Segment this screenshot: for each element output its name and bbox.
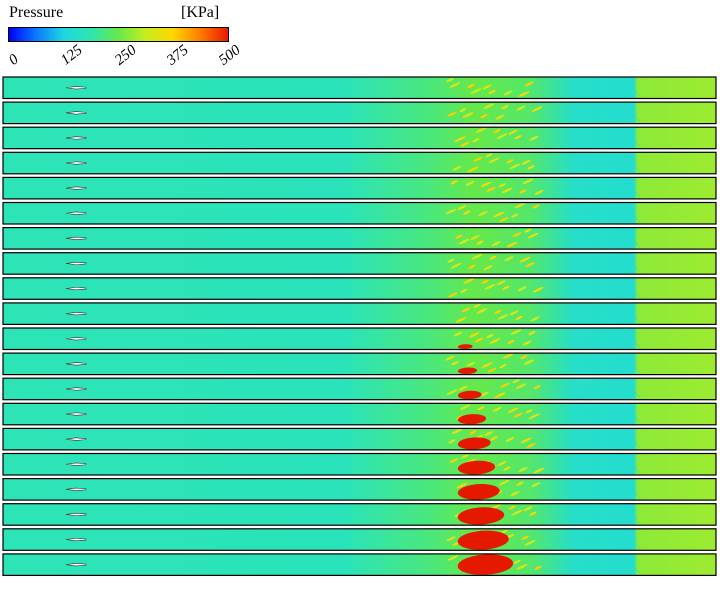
panel-border [2, 227, 717, 250]
contour-panel [2, 252, 717, 275]
contour-panel [2, 427, 717, 451]
injector-strut [65, 186, 87, 190]
injector-strut [65, 387, 87, 391]
panel-border [2, 101, 717, 125]
contour-panel [2, 402, 717, 426]
contour-panel [2, 478, 717, 501]
panel-border [2, 76, 717, 100]
colorbar-tick-375: 375 [164, 42, 192, 69]
contour-panel [2, 201, 717, 225]
injector-strut [65, 462, 87, 466]
high-pressure-region [457, 390, 482, 400]
panel-border [2, 528, 717, 551]
injector-strut [65, 337, 87, 341]
panel-border [2, 302, 717, 325]
contour-panel [2, 126, 717, 150]
colorbar [8, 27, 229, 42]
contour-panel [2, 528, 717, 551]
injector-strut [65, 211, 87, 215]
contour-panel [2, 76, 717, 100]
panel-border [2, 151, 717, 175]
panel-border [2, 452, 717, 476]
panel-border [2, 377, 717, 401]
high-pressure-region [457, 530, 509, 550]
colorbar-tick-500: 500 [216, 42, 244, 69]
legend-title: Pressure [9, 4, 64, 21]
panel-border [2, 503, 717, 526]
colorbar-tick-0: 0 [6, 51, 22, 69]
contour-panel [2, 327, 717, 351]
high-pressure-region [457, 554, 514, 575]
panel-border [2, 427, 717, 451]
pressure-contour-stack [2, 76, 717, 576]
injector-strut [65, 111, 87, 115]
panel-border [2, 478, 717, 501]
high-pressure-region [457, 414, 487, 425]
panel-border [2, 327, 717, 351]
injector-strut [65, 537, 87, 542]
contour-panel [2, 377, 717, 401]
panel-border [2, 553, 717, 576]
panel-border [2, 201, 717, 225]
colorbar-tick-250: 250 [112, 42, 140, 69]
legend-unit: [KPa] [181, 4, 220, 21]
high-pressure-region [457, 484, 500, 500]
injector-strut [65, 563, 87, 567]
contour-panel [2, 101, 717, 125]
injector-strut [65, 512, 87, 517]
panel-border [2, 277, 717, 300]
injector-strut [65, 437, 87, 441]
injector-strut [65, 487, 87, 491]
contour-panel [2, 151, 717, 175]
pressure-legend: Pressure [KPa] 0 125 250 375 500 [0, 0, 250, 76]
panel-border [2, 402, 717, 426]
colorbar-tick-125: 125 [58, 42, 86, 69]
contour-panel [2, 176, 717, 200]
injector-strut [65, 312, 87, 316]
high-pressure-region [457, 507, 505, 525]
high-pressure-region [457, 460, 496, 475]
injector-strut [65, 86, 87, 90]
injector-strut [65, 362, 87, 366]
injector-strut [65, 161, 87, 165]
panel-border [2, 126, 717, 150]
high-pressure-region [457, 437, 491, 450]
high-pressure-region [457, 367, 478, 375]
contour-panel [2, 503, 717, 526]
injector-strut [65, 412, 87, 416]
injector-strut [65, 236, 87, 240]
panel-border [2, 252, 717, 275]
injector-strut [65, 261, 87, 266]
contour-panel [2, 452, 717, 476]
panel-border [2, 176, 717, 200]
contour-panel [2, 277, 717, 300]
contour-panel [2, 227, 717, 250]
high-pressure-region [457, 344, 473, 350]
contour-panel [2, 553, 717, 576]
injector-strut [65, 136, 87, 140]
contour-panel [2, 352, 717, 376]
injector-strut [65, 286, 87, 291]
contour-panel [2, 302, 717, 325]
panel-border [2, 352, 717, 376]
